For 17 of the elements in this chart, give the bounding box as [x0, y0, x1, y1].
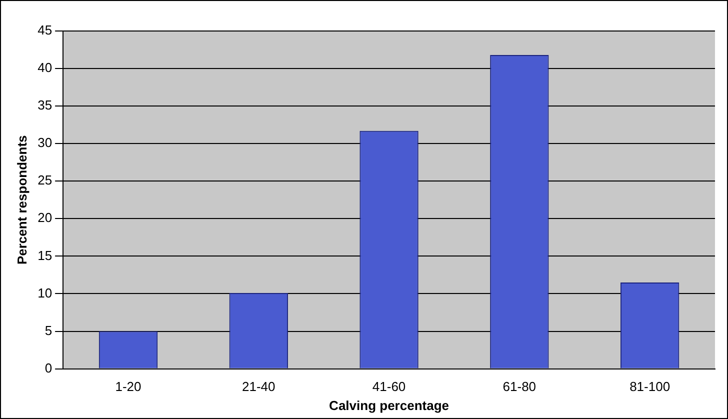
- y-tick-label: 15: [38, 248, 52, 263]
- y-tick-label: 35: [38, 98, 52, 113]
- x-tick-label: 1-20: [115, 379, 142, 394]
- x-axis-title: Calving percentage: [329, 398, 449, 413]
- y-tick-label: 5: [44, 322, 52, 338]
- x-tick-label: 21-40: [242, 379, 276, 394]
- y-axis-title: Percent respondents: [14, 135, 30, 265]
- y-tick-label: 20: [38, 210, 52, 226]
- y-tick-label: 40: [38, 60, 52, 76]
- y-tick-label: 45: [38, 22, 52, 38]
- y-tick-label: 10: [38, 285, 52, 300]
- x-tick-label: 81-100: [630, 379, 670, 394]
- y-tick-label: 0: [44, 360, 52, 376]
- x-tick-label: 41-60: [372, 379, 406, 394]
- x-tick-label: 61-80: [502, 379, 536, 394]
- y-tick-label: 25: [38, 172, 52, 188]
- y-tick-label: 30: [38, 135, 52, 150]
